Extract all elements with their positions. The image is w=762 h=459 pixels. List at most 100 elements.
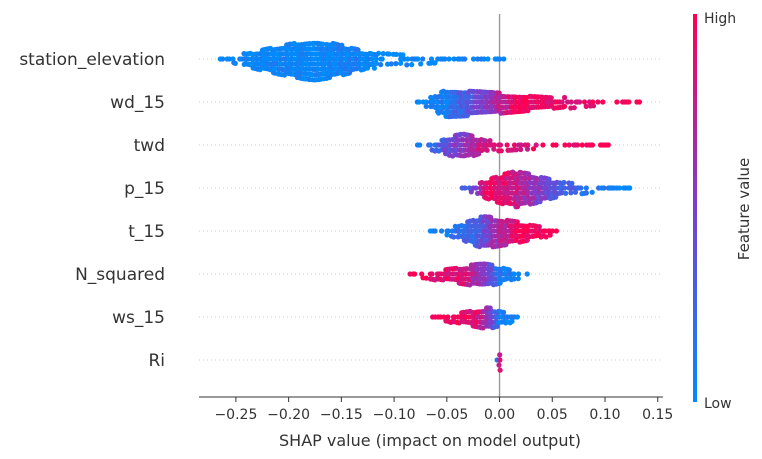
shap-point (571, 105, 577, 111)
shap-point (509, 318, 515, 324)
shap-point (553, 228, 560, 234)
shap-point (409, 62, 415, 68)
shap-point (475, 56, 481, 62)
shap-point (378, 62, 384, 68)
shap-point (385, 61, 391, 67)
shap-point (562, 94, 568, 101)
feature-label: station_elevation (19, 50, 165, 70)
shap-point (553, 142, 559, 148)
shap-point (564, 99, 571, 105)
feature-label: ws_15 (112, 308, 165, 328)
x-axis: −0.25 −0.20 −0.15 −0.10 −0.05 0.00 0.05 0.10 0.1… (199, 396, 673, 423)
shap-point (415, 56, 421, 62)
x-tick-label: 0.00 (484, 407, 515, 423)
x-axis-title: SHAP value (impact on model output) (279, 431, 581, 450)
shap-point (590, 103, 597, 109)
shap-point (501, 56, 507, 62)
shap-point (485, 56, 491, 62)
colorbar (693, 14, 697, 402)
shap-point (452, 223, 458, 229)
shap-point (627, 185, 633, 191)
shap-point (466, 185, 472, 191)
shap-point (524, 271, 530, 277)
series-p_15 (459, 169, 633, 210)
shap-point (226, 56, 232, 62)
shap-point (511, 276, 517, 282)
shap-point (614, 99, 620, 105)
shap-point (484, 147, 490, 153)
shap-point (513, 147, 519, 153)
shap-point (371, 65, 377, 71)
shap-point (574, 142, 581, 148)
shap-point (561, 179, 567, 186)
colorbar-high-label: High (704, 11, 736, 27)
shap-point (497, 280, 503, 286)
shap-point (369, 56, 375, 62)
shap-point (373, 60, 379, 66)
shap-point (417, 142, 423, 148)
shap-point (355, 47, 361, 53)
shap-point (583, 103, 589, 109)
shap-point (400, 52, 406, 58)
shap-point (566, 142, 572, 148)
shap-point (423, 275, 429, 281)
shap-point (428, 56, 435, 62)
feature-label: t_15 (128, 222, 165, 242)
shap-point (445, 314, 451, 320)
shap-point (581, 99, 588, 105)
shap-point (562, 185, 568, 191)
shap-point (504, 142, 510, 148)
shap-point (393, 61, 399, 67)
x-tick-label: 0.10 (589, 407, 620, 423)
shap-point (451, 56, 457, 62)
shap-point (376, 50, 382, 56)
shap-point (547, 232, 553, 238)
shap-point (405, 56, 411, 62)
feature-label: N_squared (75, 265, 165, 285)
feature-label: p_15 (124, 179, 165, 199)
shap-point (568, 99, 574, 105)
shap-point (232, 60, 238, 66)
shap-point (497, 357, 503, 363)
shap-point (398, 60, 404, 66)
feature-label: twd (134, 136, 165, 156)
shap-point (427, 142, 433, 148)
shap-point (601, 185, 607, 191)
shap-point (516, 271, 522, 277)
shap-point (483, 138, 489, 144)
shap-point (497, 367, 503, 373)
feature-label: Ri (148, 351, 165, 371)
x-tick-label: −0.05 (425, 407, 468, 423)
shap-point (412, 271, 418, 277)
shap-point (605, 142, 611, 148)
shap-point (451, 234, 457, 240)
shap-point (561, 103, 568, 110)
shap-point (536, 224, 542, 230)
shap-point (568, 190, 574, 196)
shap-point (497, 352, 503, 358)
shap-point (481, 271, 488, 277)
shap-point (487, 180, 494, 186)
shap-point (220, 56, 226, 62)
series-wd_15 (414, 88, 643, 120)
shap-point (393, 51, 399, 58)
shap-points (217, 40, 643, 373)
shap-point (497, 56, 503, 62)
shap-point (497, 142, 504, 148)
shap-point (445, 228, 451, 234)
series-twd (414, 131, 611, 159)
shap-point (583, 190, 590, 196)
shap-point (468, 189, 474, 195)
shap-point (491, 146, 497, 152)
shap-point (595, 99, 601, 105)
shap-point (380, 51, 386, 57)
shap-point (518, 146, 524, 153)
x-tick-label: 0.05 (537, 407, 568, 423)
shap-point (562, 142, 568, 148)
shap-point (439, 228, 445, 234)
shap-point (418, 61, 424, 67)
x-tick-label: 0.15 (642, 407, 673, 423)
shap-point (446, 56, 452, 62)
